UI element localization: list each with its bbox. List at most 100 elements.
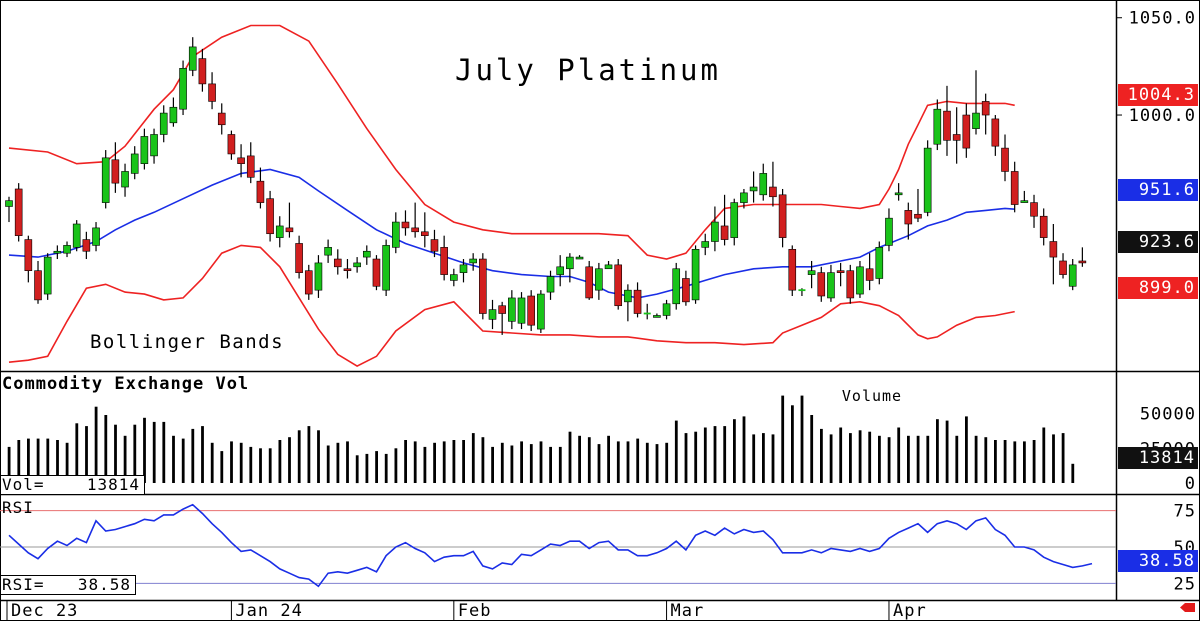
candle xyxy=(430,229,439,258)
volume-bar xyxy=(916,435,920,483)
candle xyxy=(150,128,158,164)
volume-bar xyxy=(974,435,978,483)
candle xyxy=(333,249,342,275)
candle xyxy=(1068,259,1077,291)
volume-bar xyxy=(1061,433,1065,483)
price-tick-label: 1050.0 xyxy=(1129,9,1196,29)
volume-bar xyxy=(791,405,794,483)
candle xyxy=(1030,194,1038,228)
volume-bar xyxy=(462,440,465,483)
volume-bar xyxy=(984,437,988,483)
volume-bar xyxy=(114,424,117,483)
date-tick-label: Dec 23 xyxy=(11,601,78,621)
volume-bar xyxy=(1023,441,1026,483)
volume-readout-value: 13814 xyxy=(86,475,140,494)
candle xyxy=(304,264,313,300)
volume-bar xyxy=(452,440,456,483)
volume-last-tag: 13814 xyxy=(1118,447,1198,469)
last-price-tag: 923.6 xyxy=(1118,231,1198,253)
rsi-tick-label: 75 xyxy=(1174,502,1196,522)
volume-bar xyxy=(694,431,698,483)
volume-bar xyxy=(752,434,756,483)
candle xyxy=(981,93,990,135)
candle xyxy=(217,103,226,135)
volume-bar xyxy=(433,442,436,483)
volume-bar xyxy=(65,442,69,483)
volume-bar xyxy=(94,406,98,483)
candle xyxy=(827,264,835,302)
volume-bar xyxy=(868,431,872,483)
volume-label: Volume xyxy=(842,387,902,405)
volume-bar xyxy=(703,427,707,483)
candle xyxy=(846,264,855,304)
volume-bar xyxy=(597,444,601,483)
rsi-tick-label: 25 xyxy=(1174,574,1196,594)
candle xyxy=(440,235,448,281)
volume-bar xyxy=(239,442,243,483)
volume-panel-title: Commodity Exchange Vol xyxy=(2,374,249,394)
volume-bar xyxy=(404,440,407,483)
candle xyxy=(198,48,207,92)
volume-tick-label: 50000 xyxy=(1140,405,1196,425)
candle xyxy=(391,212,400,254)
volume-readout-label: Vol= xyxy=(2,475,45,494)
volume-bar xyxy=(994,440,997,483)
candle xyxy=(527,290,535,332)
volume-bar xyxy=(346,441,349,483)
volume-bar xyxy=(85,426,88,483)
candle xyxy=(469,253,477,271)
volume-bar xyxy=(133,424,137,483)
volume-bar xyxy=(1071,463,1075,483)
volume-bar xyxy=(123,435,127,483)
volume-bar xyxy=(104,415,108,483)
rsi-line xyxy=(8,503,1093,588)
volume-bar xyxy=(936,419,939,483)
upper-band-tag: 1004.3 xyxy=(1118,84,1198,106)
volume-bar xyxy=(684,433,688,483)
scroll-left-arrow-icon[interactable] xyxy=(1180,603,1195,612)
candle xyxy=(556,255,564,287)
volume-bar xyxy=(820,428,823,483)
candle xyxy=(517,292,526,330)
volume-bar xyxy=(384,453,388,483)
volume-bar xyxy=(365,453,369,483)
candle xyxy=(653,313,661,318)
candle xyxy=(382,239,390,296)
bollinger-upper-line xyxy=(8,24,1015,260)
candle xyxy=(14,183,23,242)
candle xyxy=(314,255,323,298)
candle xyxy=(63,241,71,258)
candle xyxy=(962,103,971,158)
volume-bar xyxy=(558,446,562,483)
candle xyxy=(885,208,893,252)
volume-bar xyxy=(172,435,175,483)
volume-bar xyxy=(259,448,262,483)
volume-bar xyxy=(1013,441,1017,483)
volume-bar xyxy=(849,433,852,483)
candle xyxy=(372,255,381,291)
candle xyxy=(662,299,671,320)
volume-bar xyxy=(307,426,311,483)
volume-bar xyxy=(539,441,543,483)
candle xyxy=(111,142,120,193)
volume-bar xyxy=(645,442,649,483)
volume-bar xyxy=(210,442,214,483)
volume-bar xyxy=(375,451,378,483)
volume-bar xyxy=(394,448,398,483)
candle xyxy=(991,115,1000,156)
volume-readout: Vol= 13814 xyxy=(0,475,145,495)
bollinger-bands-label: Bollinger Bands xyxy=(90,331,284,353)
candle xyxy=(875,241,884,285)
candle xyxy=(1059,253,1067,279)
date-tick-label: Mar xyxy=(671,601,705,621)
candle xyxy=(836,262,845,287)
candle xyxy=(595,262,603,300)
volume-bar xyxy=(771,434,775,483)
candle xyxy=(411,202,419,238)
volume-bar xyxy=(249,446,253,483)
volume-bar xyxy=(152,421,156,483)
volume-bar xyxy=(56,440,59,483)
volume-bar xyxy=(810,415,814,483)
candle xyxy=(246,142,255,184)
candle xyxy=(479,253,487,320)
